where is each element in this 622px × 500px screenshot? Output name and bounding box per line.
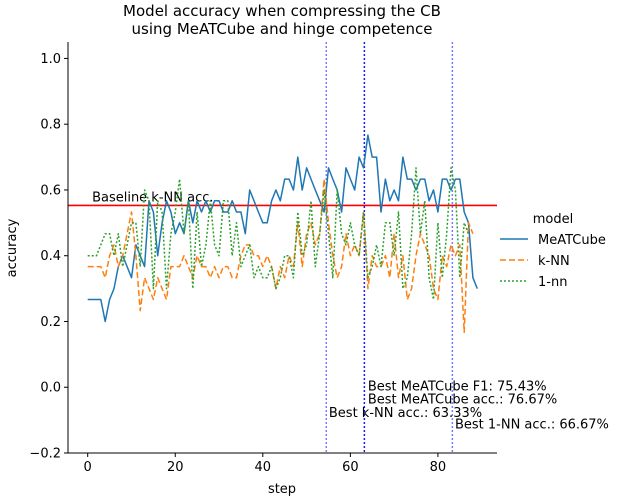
y-tick-label: 0.6 [40,183,61,198]
annotations: Best MeATCube F1: 75.43%Best MeATCube ac… [329,380,609,433]
annotation-text: Best MeATCube acc.: 76.67% [368,393,557,408]
series-line-meatcube [87,134,478,323]
x-tick-label: 0 [84,460,92,475]
x-tick-label: 80 [430,460,447,475]
annotation-text: Best MeATCube F1: 75.43% [368,380,547,395]
y-tick-label: 0.8 [40,118,61,133]
legend-title: model [533,212,573,227]
series-line-k-nn [87,178,474,334]
legend-label-k-nn: k-NN [538,254,570,269]
y-tick-label: 0.0 [40,381,61,396]
annotation-text: Best 1-NN acc.: 66.67% [455,417,609,432]
x-tick-label: 20 [167,460,184,475]
x-tick-label: 40 [255,460,272,475]
legend-label-1-nn: 1-nn [538,275,567,290]
baseline-label: Baseline k-NN acc. [92,190,213,205]
legend-label-meatcube: MeATCube [538,233,606,248]
x-axis-label: step [268,482,296,497]
series-line-1-nn [87,167,470,301]
y-tick-label: 1.0 [40,52,61,67]
x-tick-label: 60 [342,460,359,475]
annotation-text: Best k-NN acc.: 63.33% [329,406,482,421]
y-tick-label: 0.2 [40,315,61,330]
chart-title-line-2: using MeATCube and hinge competence [132,20,433,38]
y-tick-label: 0.4 [40,249,61,264]
plot-area: Baseline k-NN acc. [68,42,497,453]
legend: model MeATCube k-NN 1-nn [500,212,606,290]
chart-title-line-1: Model accuracy when compressing the CB [123,2,441,20]
y-tick-label: −0.2 [29,447,61,462]
y-axis-label: accuracy [5,218,20,277]
axes: 0 20 40 60 80 −0.2 0.0 0.2 0.4 0.6 0.8 1.0 [29,42,497,475]
